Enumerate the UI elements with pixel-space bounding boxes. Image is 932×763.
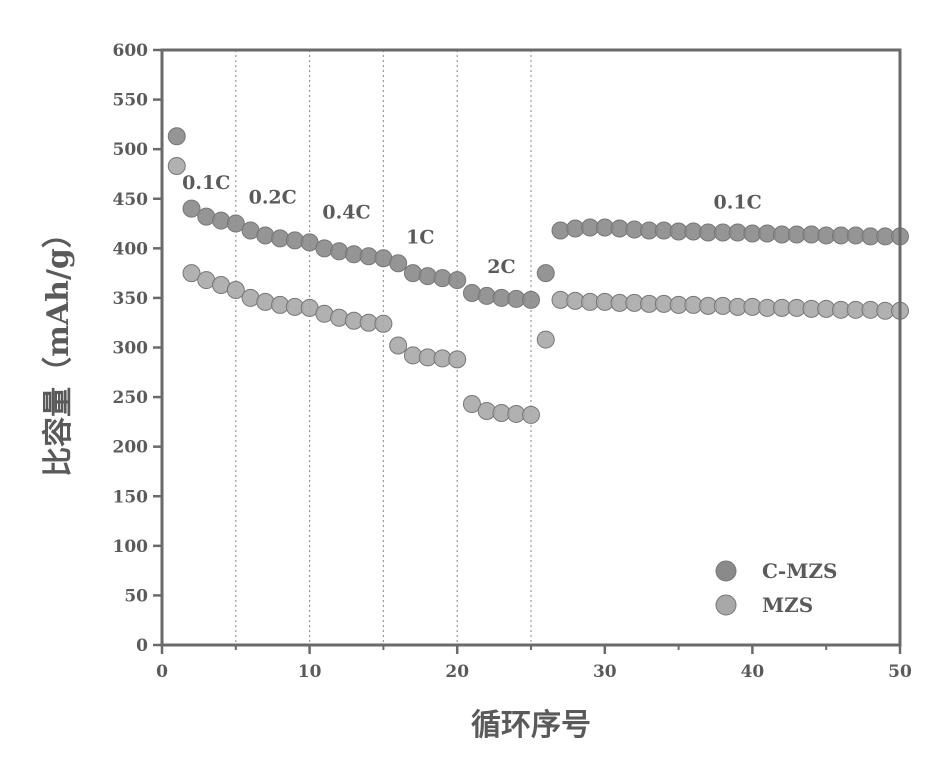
data-point-c-mzs <box>403 264 422 283</box>
rate-label: 0.2C <box>249 187 297 209</box>
data-points <box>167 127 909 424</box>
rate-label: 0.1C <box>182 172 230 194</box>
data-point-c-mzs <box>226 214 245 233</box>
legend-label: C-MZS <box>762 559 837 583</box>
data-point-c-mzs <box>315 239 334 258</box>
data-point-mzs <box>256 292 275 311</box>
y-tick-label: 100 <box>113 537 149 557</box>
x-axis-title: 循环序号 <box>471 708 591 743</box>
legend: C-MZS MZS <box>715 559 837 617</box>
data-point-c-mzs <box>389 254 408 273</box>
data-point-c-mzs <box>418 267 437 286</box>
x-tick-label: 0 <box>156 662 168 682</box>
data-point-c-mzs <box>197 207 216 226</box>
data-point-c-mzs <box>167 127 186 146</box>
rate-labels: 0.1C 0.2C 0.4C 1C 2C 0.1C <box>182 172 762 278</box>
data-point-mzs <box>462 395 481 414</box>
data-point-c-mzs <box>271 229 290 248</box>
y-tick-label: 0 <box>136 636 148 656</box>
data-point-c-mzs <box>522 290 540 309</box>
y-tick-label: 200 <box>113 438 149 458</box>
data-point-c-mzs <box>477 286 496 305</box>
data-point-c-mzs <box>359 247 378 266</box>
data-point-mzs <box>241 288 260 307</box>
data-point-mzs <box>330 308 349 327</box>
data-point-c-mzs <box>536 264 555 283</box>
rate-label: 2C <box>487 256 515 278</box>
data-point-mzs <box>477 401 496 420</box>
y-tick-label: 300 <box>113 339 149 359</box>
data-point-mzs <box>536 330 555 349</box>
data-point-c-mzs <box>330 242 349 261</box>
rate-label: 1C <box>406 226 434 248</box>
rate-boundary-lines <box>235 50 532 645</box>
data-point-mzs <box>182 264 201 283</box>
data-point-c-mzs <box>433 269 452 288</box>
data-point-mzs <box>448 350 467 369</box>
data-point-mzs <box>226 280 245 299</box>
data-point-c-mzs <box>344 245 363 264</box>
legend-label: MZS <box>762 593 813 617</box>
x-tick-label: 30 <box>593 662 617 682</box>
y-tick-label: 350 <box>113 289 149 309</box>
y-tick-label: 400 <box>113 239 149 259</box>
y-tick-label: 550 <box>113 91 149 111</box>
x-tick-label: 50 <box>888 662 912 682</box>
data-point-c-mzs <box>462 283 481 302</box>
x-tick-label: 10 <box>298 662 322 682</box>
y-tick-label: 500 <box>113 140 149 160</box>
y-axis-title: 比容量（mAh/g） <box>41 218 76 477</box>
data-point-mzs <box>167 157 186 176</box>
y-tick-label: 50 <box>124 586 148 606</box>
data-point-c-mzs <box>448 271 467 290</box>
y-tick-label: 450 <box>113 190 149 210</box>
data-point-mzs <box>315 304 334 323</box>
rate-label: 0.4C <box>322 202 370 224</box>
x-tick-label: 20 <box>445 662 469 682</box>
data-point-mzs <box>522 405 540 424</box>
data-point-c-mzs <box>182 199 201 218</box>
y-tick-label: 150 <box>113 487 149 507</box>
y-tick-label: 600 <box>113 41 149 61</box>
legend-marker <box>715 594 737 616</box>
data-point-mzs <box>271 295 290 314</box>
data-point-c-mzs <box>212 211 231 230</box>
data-point-mzs <box>389 336 408 355</box>
data-point-c-mzs <box>551 221 570 240</box>
legend-marker <box>715 560 737 582</box>
data-point-mzs <box>344 311 363 330</box>
data-point-mzs <box>374 314 393 333</box>
data-point-c-mzs <box>285 231 304 250</box>
data-point-mzs <box>403 346 422 365</box>
x-tick-label: 40 <box>741 662 765 682</box>
rate-label: 0.1C <box>714 192 762 214</box>
axes: 0 50 100 150 200 250 300 350 400 450 500 550 600 0 10 2… <box>113 41 912 682</box>
y-tick-label: 250 <box>113 388 149 408</box>
data-point-c-mzs <box>256 226 275 245</box>
